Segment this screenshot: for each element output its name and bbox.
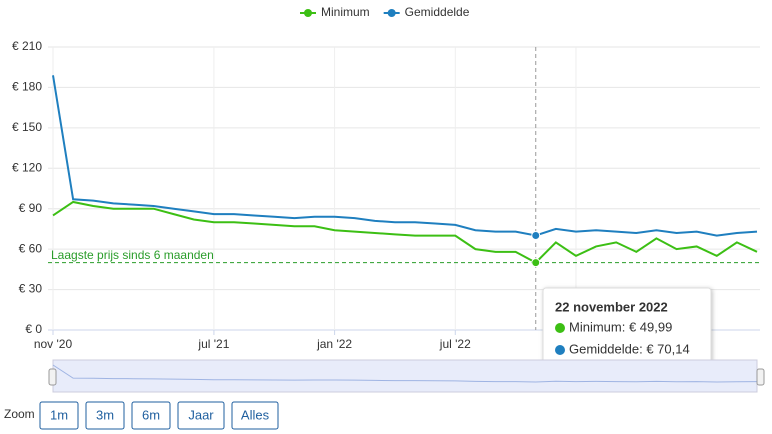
navigator-line — [52, 364, 758, 383]
x-tick-label: nov '20 — [34, 337, 73, 351]
y-tick-label: € 60 — [19, 241, 43, 255]
zoom-button[interactable] — [177, 401, 225, 430]
legend-marker[interactable] — [387, 9, 396, 17]
navigator — [52, 359, 758, 393]
series-line — [52, 75, 758, 237]
zoom-button-label[interactable]: 3m — [96, 407, 114, 422]
legend-marker[interactable] — [304, 9, 312, 17]
x-tick-label: jul '22 — [439, 337, 471, 351]
zoom-button[interactable] — [231, 401, 279, 430]
navigator-handle[interactable] — [48, 368, 57, 386]
tooltip-line: Gemiddelde: € 70,14 — [569, 341, 690, 356]
y-tick-label: € 180 — [12, 80, 42, 94]
legend-label[interactable]: Minimum — [321, 5, 370, 19]
reference-label: Laagste prijs sinds 6 maanden — [51, 248, 214, 262]
zoom-label: Zoom — [4, 407, 35, 421]
zoom-button-label[interactable]: Alles — [241, 407, 270, 422]
tooltip-bullet — [555, 323, 565, 333]
tooltip-title: 22 november 2022 — [555, 299, 668, 314]
y-tick-label: € 210 — [12, 39, 42, 53]
y-tick-label: € 120 — [12, 160, 42, 174]
tooltip-bullet — [555, 345, 565, 355]
hover-marker — [531, 230, 541, 240]
y-tick-label: € 30 — [19, 282, 43, 296]
tooltip-line: Minimum: € 49,99 — [569, 319, 672, 334]
y-tick-label: € 0 — [25, 322, 42, 336]
y-tick-label: € 90 — [19, 201, 43, 215]
legend-label[interactable]: Gemiddelde — [405, 5, 470, 19]
zoom-button[interactable] — [85, 401, 125, 430]
x-tick-label: jul '21 — [197, 337, 229, 351]
zoom-button[interactable] — [131, 401, 171, 430]
navigator-handle[interactable] — [756, 368, 765, 386]
zoom-button-label[interactable]: 6m — [142, 407, 160, 422]
y-tick-label: € 150 — [12, 120, 42, 134]
x-tick-label: jan '22 — [316, 337, 352, 351]
hover-marker — [531, 258, 541, 268]
series-line — [52, 200, 758, 264]
zoom-button[interactable] — [39, 401, 79, 430]
zoom-button-label[interactable]: 1m — [50, 407, 68, 422]
zoom-button-label[interactable]: Jaar — [188, 407, 214, 422]
